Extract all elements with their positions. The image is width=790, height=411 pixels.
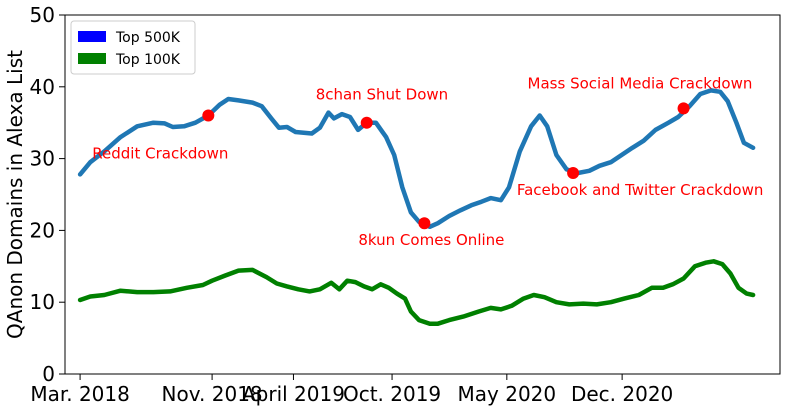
legend-swatch [78,53,106,64]
annotation-label: 8kun Comes Online [358,231,504,249]
y-tick-label: 50 [30,3,55,27]
annotation-marker [202,109,215,122]
y-tick-label: 0 [42,362,55,386]
series-line-top100k [77,259,756,326]
plot-frame [64,14,781,375]
x-tick-label: May 2020 [458,382,557,406]
y-axis-label: QAnon Domains in Alexa List [3,50,27,339]
x-tick-label: Oct. 2019 [343,382,441,406]
y-axis: 0 10 20 30 40 50 [30,3,65,386]
annotation-labels: Reddit Crackdown 8chan Shut Down 8kun Come… [92,74,763,249]
legend-swatch [78,31,106,42]
annotation-label: Mass Social Media Crackdown [528,74,753,92]
y-tick-label: 10 [30,290,55,314]
x-tick-label: Mar. 2018 [30,382,130,406]
legend: Top 500K Top 100K [70,20,196,75]
x-tick-label: Dec. 2020 [571,382,673,406]
y-tick-label: 30 [30,147,55,171]
annotation-marker [567,166,580,179]
y-tick-label: 20 [30,218,55,242]
annotation-label: Facebook and Twitter Crackdown [517,181,764,199]
x-tick-label: Nov. 2018 [162,382,263,406]
annotation-marker [418,217,431,230]
annotation-label: 8chan Shut Down [316,86,448,104]
annotation-marker [677,102,690,115]
x-tick-label: April 2019 [242,382,345,406]
series-group [77,88,756,326]
y-tick-label: 40 [30,75,55,99]
annotation-markers [202,102,690,230]
legend-label: Top 500K [115,30,181,46]
annotation-marker [360,116,373,129]
legend-label: Top 100K [115,52,181,68]
annotation-label: Reddit Crackdown [92,145,228,163]
